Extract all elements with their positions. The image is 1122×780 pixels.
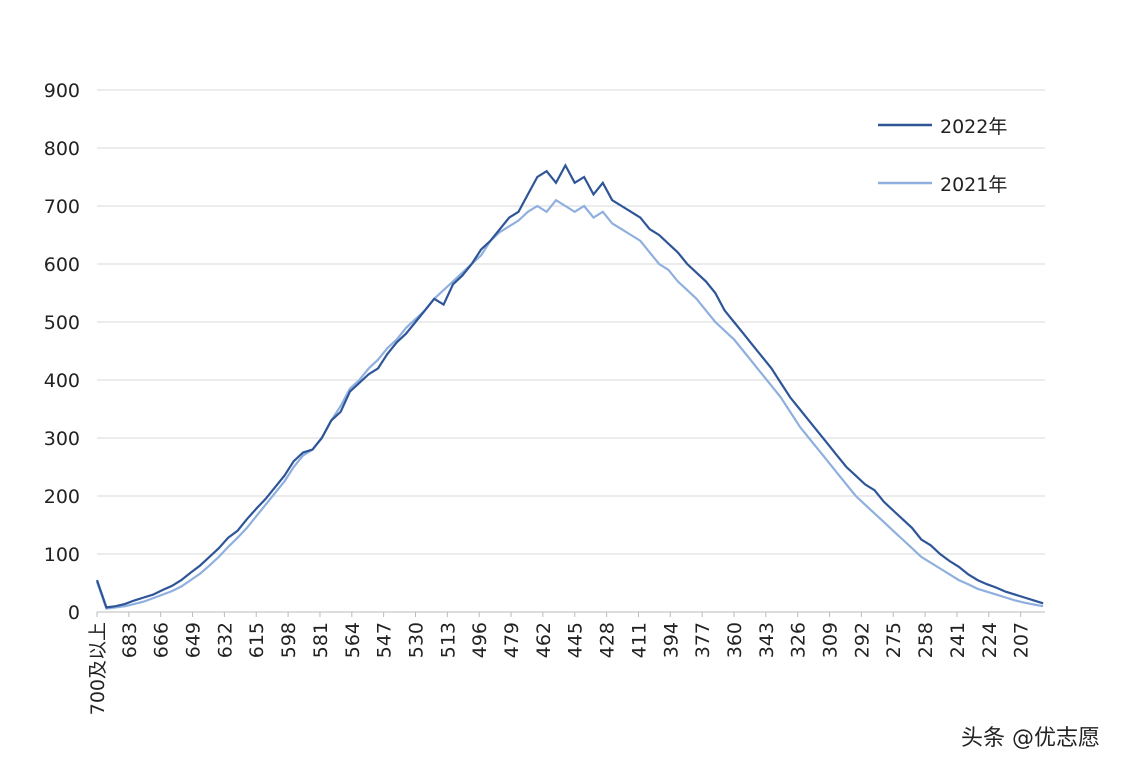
x-tick-label: 666 bbox=[151, 622, 173, 658]
legend-label: 2021年 bbox=[940, 174, 1007, 196]
y-tick-label: 100 bbox=[44, 544, 80, 566]
x-tick-label: 343 bbox=[756, 622, 778, 658]
x-tick-label: 496 bbox=[469, 622, 491, 658]
x-tick-label: 258 bbox=[915, 622, 937, 658]
series-line bbox=[95, 198, 1044, 610]
y-tick-label: 200 bbox=[44, 486, 80, 508]
y-tick-label: 600 bbox=[44, 254, 80, 276]
x-tick-label: 292 bbox=[851, 622, 873, 658]
x-tick-label: 615 bbox=[246, 622, 268, 658]
y-tick-label: 400 bbox=[44, 370, 80, 392]
x-tick-label: 411 bbox=[628, 622, 650, 658]
x-tick-label: 445 bbox=[565, 622, 587, 658]
x-tick-label: 513 bbox=[437, 622, 459, 658]
x-tick-label: 683 bbox=[119, 622, 141, 658]
y-tick-label: 700 bbox=[44, 196, 80, 218]
x-tick-label: 394 bbox=[660, 622, 682, 658]
x-tick-label: 479 bbox=[501, 622, 523, 658]
x-tick-label: 428 bbox=[597, 622, 619, 658]
y-tick-label: 900 bbox=[44, 80, 80, 102]
x-tick-label: 241 bbox=[947, 622, 969, 658]
x-tick-label: 207 bbox=[1011, 622, 1033, 658]
x-tick-label: 224 bbox=[979, 622, 1001, 658]
x-tick-label: 598 bbox=[278, 622, 300, 658]
x-tick-label: 326 bbox=[788, 622, 810, 658]
x-tick-label: 360 bbox=[724, 622, 746, 658]
x-tick-label: 275 bbox=[883, 622, 905, 658]
x-tick-label: 564 bbox=[342, 622, 364, 658]
x-tick-label: 581 bbox=[310, 622, 332, 658]
footer: 头条 @优志愿 bbox=[961, 726, 1100, 751]
x-tick-label: 547 bbox=[374, 622, 396, 658]
x-tick-label: 649 bbox=[183, 622, 205, 658]
y-tick-label: 800 bbox=[44, 138, 80, 160]
y-tick-label: 300 bbox=[44, 428, 80, 450]
x-tick-label: 700及以上 bbox=[87, 622, 109, 715]
series-line bbox=[95, 163, 1044, 609]
y-tick-label: 0 bbox=[68, 602, 80, 624]
y-tick-label: 500 bbox=[44, 312, 80, 334]
x-tick-label: 530 bbox=[405, 622, 427, 658]
x-tick-label: 309 bbox=[820, 622, 842, 658]
legend-label: 2022年 bbox=[940, 116, 1007, 138]
x-tick-label: 632 bbox=[214, 622, 236, 658]
x-tick-label: 462 bbox=[533, 622, 555, 658]
x-tick-label: 377 bbox=[692, 622, 714, 658]
